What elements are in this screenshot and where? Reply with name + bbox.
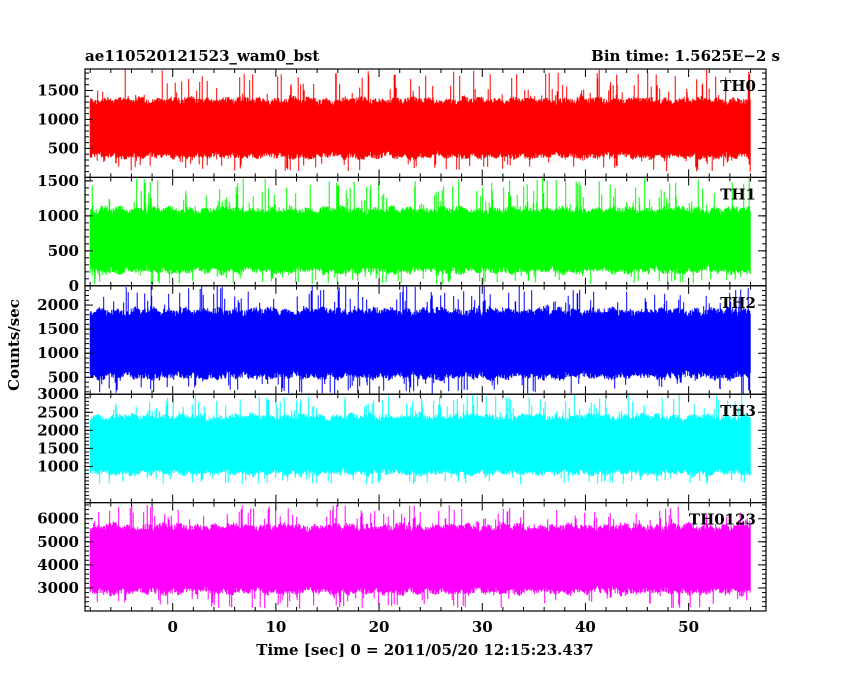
panel-label-th2: TH2 — [720, 294, 756, 312]
panel-label-th0123: TH0123 — [689, 511, 756, 529]
y-tick-label: 3000 — [37, 385, 79, 403]
panel-label-th0: TH0 — [720, 77, 756, 95]
y-tick-label: 1000 — [37, 207, 79, 225]
y-tick-label: 500 — [48, 139, 79, 157]
y-tick-label: 3000 — [37, 579, 79, 597]
x-tick-label: 40 — [575, 618, 596, 636]
y-tick-label: 500 — [48, 242, 79, 260]
y-tick-label: 2000 — [37, 421, 79, 439]
series-th2 — [89, 285, 751, 395]
panel-th0: 500 1000 1500 TH0 — [37, 68, 767, 179]
y-tick-label: 2500 — [37, 403, 79, 421]
panel-label-th3: TH3 — [720, 402, 756, 420]
y-tick-label: 4000 — [37, 556, 79, 574]
y-tick-label: 1500 — [37, 320, 79, 338]
y-tick-label: 5000 — [37, 533, 79, 551]
chart-title: ae110520121523_wam0_bst — [85, 47, 319, 65]
x-tick-label: 50 — [678, 618, 699, 636]
y-tick-label: 1500 — [37, 439, 79, 457]
x-axis-label: Time [sec] 0 = 2011/05/20 12:15:23.437 — [256, 641, 593, 659]
series-th0 — [89, 69, 751, 172]
x-tick-label: 0 — [167, 618, 177, 636]
y-tick-label: 2000 — [37, 296, 79, 314]
series-th1 — [89, 177, 751, 285]
x-tick-label: 10 — [265, 618, 286, 636]
panel-frame — [84, 502, 767, 612]
x-tick-label: 20 — [369, 618, 390, 636]
x-tick-label: 30 — [472, 618, 493, 636]
y-tick-label: 1000 — [37, 110, 79, 128]
series-th3 — [89, 394, 751, 485]
y-tick-label: 1000 — [37, 344, 79, 362]
panel-th0123: 3000 4000 5000 6000 TH0123 — [37, 502, 767, 612]
panel-th1: 0 500 1000 1500 TH1 — [37, 172, 767, 295]
y-tick-label: 1500 — [37, 81, 79, 99]
y-axis-label: Counts/sec — [5, 299, 23, 391]
panel-th2: 500 1000 1500 2000 TH2 — [37, 285, 767, 395]
y-tick-label: 6000 — [37, 510, 79, 528]
y-tick-label: 0 — [69, 277, 79, 295]
panel-label-th1: TH1 — [720, 185, 756, 203]
y-tick-label: 500 — [48, 368, 79, 386]
series-th0123 — [89, 505, 751, 609]
y-tick-label: 1000 — [37, 457, 79, 475]
y-tick-label: 1500 — [37, 172, 79, 190]
bin-time-label: Bin time: 1.5625E−2 s — [591, 47, 780, 65]
